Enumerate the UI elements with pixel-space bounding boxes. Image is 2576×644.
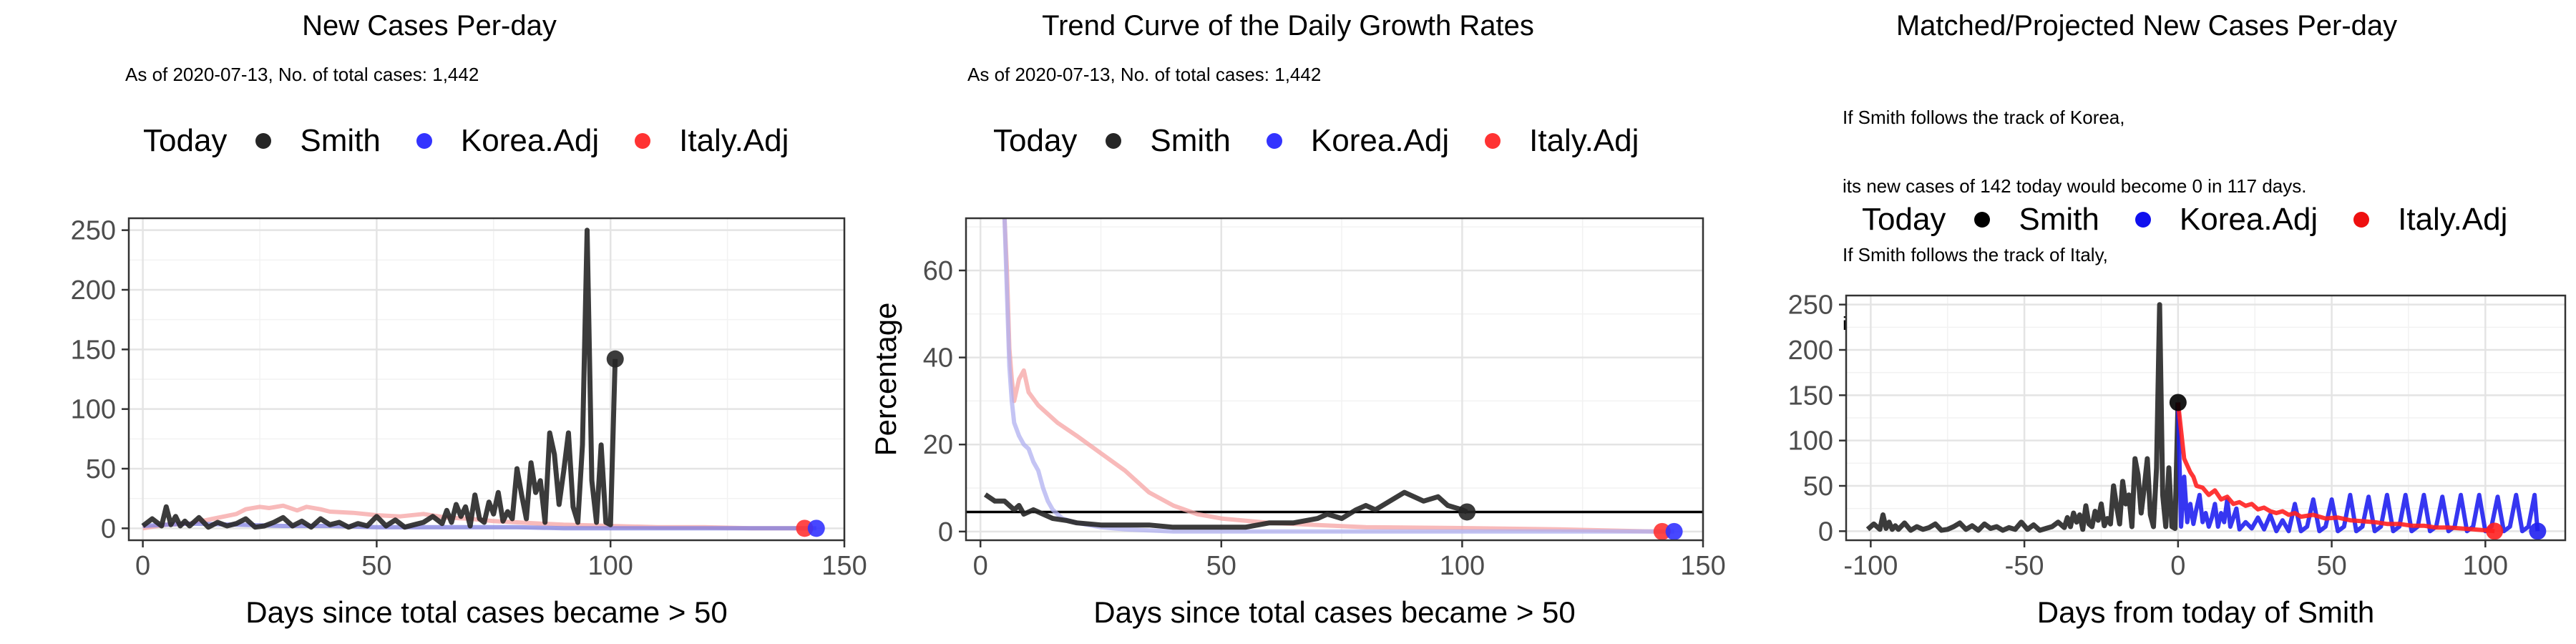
series-line-smith <box>1865 302 2181 533</box>
y-tick-label: 150 <box>1788 381 1833 411</box>
plot-background <box>966 218 1703 540</box>
subtitle-line: its new cases of 142 today would become … <box>1843 175 2307 197</box>
legend-label-korea: Korea.Adj <box>460 123 600 158</box>
legend-item-italy: Italy.Adj <box>2353 202 2507 238</box>
x-tick-label: -50 <box>2005 551 2044 581</box>
y-tick-label: 0 <box>101 514 116 544</box>
legend: Today Smith Korea.Adj Italy.Adj <box>993 123 1674 159</box>
chart-plot: -100 -50 0 50 100 0 50 100 150 200 250 Days from to… <box>1788 291 2567 629</box>
x-axis-label: Days from today of Smith <box>2037 595 2375 629</box>
today-point-smith <box>606 350 624 368</box>
y-tick-label: 0 <box>938 517 953 547</box>
x-tick-label: 100 <box>587 551 633 581</box>
legend-label-italy: Italy.Adj <box>1529 123 1639 158</box>
legend-marker-smith <box>255 133 272 149</box>
legend-marker-italy <box>635 133 651 149</box>
legend-label-smith: Smith <box>1150 123 1231 158</box>
x-tick-label: 150 <box>821 551 867 581</box>
subtitle-line: If Smith follows the track of Italy, <box>1843 244 2108 265</box>
y-tick-label: 100 <box>71 395 116 425</box>
legend-item-korea: Korea.Adj <box>416 123 599 159</box>
legend-title: Today <box>143 123 228 158</box>
chart-plot: 0 50 100 150 0 20 40 60 Days since total cases b… <box>869 217 1726 629</box>
chart-title: Trend Curve of the Daily Growth Rates <box>1042 10 1534 42</box>
legend-title: Today <box>993 123 1078 158</box>
today-point-korea <box>1665 522 1683 540</box>
x-tick-label: 0 <box>2170 551 2185 581</box>
x-tick-label: 150 <box>1680 551 1725 581</box>
legend-label-korea: Korea.Adj <box>2179 202 2318 237</box>
legend-marker-italy <box>2353 212 2370 228</box>
today-point-korea <box>807 519 825 537</box>
y-tick-label: 50 <box>1803 472 1833 502</box>
x-tick-label: 50 <box>361 551 391 581</box>
legend-marker-korea <box>1266 133 1282 149</box>
x-tick-label: 0 <box>973 551 988 581</box>
legend-title: Today <box>1862 202 1946 237</box>
today-point-smith <box>2169 394 2187 411</box>
y-tick-label: 0 <box>1818 517 1833 547</box>
legend: Today Smith Korea.Adj Italy.Adj <box>1862 202 2543 238</box>
legend-item-italy: Italy.Adj <box>1485 123 1639 159</box>
x-tick-label: 0 <box>135 551 150 581</box>
panel-new-cases: New Cases Per-day As of 2020-07-13, No. … <box>0 0 867 644</box>
series-line-italy <box>1002 218 1665 534</box>
legend: Today Smith Korea.Adj Italy.Adj <box>143 123 824 159</box>
today-point-korea <box>2529 522 2547 540</box>
panel-growth-rates: Trend Curve of the Daily Growth Rates As… <box>859 0 1726 644</box>
legend-item-smith: Smith <box>1106 123 1231 159</box>
x-axis-label: Days since total cases became > 50 <box>245 595 728 629</box>
x-tick-label: 100 <box>2463 551 2508 581</box>
today-point-italy <box>1653 522 1671 540</box>
chart-subtitle: As of 2020-07-13, No. of total cases: 1,… <box>967 64 1322 85</box>
legend-marker-italy <box>1485 133 1501 149</box>
legend-marker-smith <box>1974 212 1991 228</box>
legend-item-italy: Italy.Adj <box>635 123 789 159</box>
y-tick-label: 40 <box>923 343 953 374</box>
legend-marker-korea <box>2135 212 2151 228</box>
legend-label-italy: Italy.Adj <box>2398 202 2508 237</box>
legend-label-smith: Smith <box>2019 202 2099 237</box>
legend-item-smith: Smith <box>255 123 381 159</box>
y-tick-label: 60 <box>923 256 953 286</box>
legend-item-korea: Korea.Adj <box>1266 123 1450 159</box>
panel-projected-cases: Matched/Projected New Cases Per-day If S… <box>1717 0 2576 644</box>
legend-item-korea: Korea.Adj <box>2135 202 2318 238</box>
y-tick-label: 50 <box>86 454 116 484</box>
plot-border <box>965 217 1704 542</box>
series-line-smith <box>141 228 618 530</box>
subtitle-line: If Smith follows the track of Korea, <box>1843 107 2125 128</box>
x-tick-label: 50 <box>1206 551 1236 581</box>
chart-subtitle: As of 2020-07-13, No. of total cases: 1,… <box>125 64 479 85</box>
legend-label-korea: Korea.Adj <box>1310 123 1450 158</box>
today-point-italy <box>2486 522 2504 540</box>
x-axis-label: Days since total cases became > 50 <box>1093 595 1576 629</box>
x-tick-label: -100 <box>1843 551 1898 581</box>
series-line-korea <box>1002 218 1674 534</box>
x-tick-label: 50 <box>2316 551 2346 581</box>
y-tick-label: 200 <box>1788 336 1833 366</box>
plot-border <box>1845 294 2567 542</box>
y-tick-label: 200 <box>71 275 116 306</box>
chart-title: New Cases Per-day <box>302 10 557 42</box>
y-tick-label: 100 <box>1788 426 1833 457</box>
series-line-italy <box>2175 402 2495 534</box>
legend-label-italy: Italy.Adj <box>679 123 789 158</box>
y-tick-label: 250 <box>1788 291 1833 321</box>
legend-marker-korea <box>416 133 432 149</box>
chart-plot: 0 50 100 150 0 50 100 150 200 250 Days since total… <box>71 216 867 629</box>
chart-title: Matched/Projected New Cases Per-day <box>1896 10 2398 42</box>
y-tick-label: 20 <box>923 430 953 460</box>
today-point-smith <box>1458 503 1476 521</box>
series-line-smith <box>983 489 1468 530</box>
y-tick-label: 250 <box>71 216 116 246</box>
x-tick-label: 100 <box>1440 551 1485 581</box>
legend-label-smith: Smith <box>300 123 381 158</box>
y-axis-label: Percentage <box>869 303 902 457</box>
legend-item-smith: Smith <box>1974 202 2099 238</box>
y-tick-label: 150 <box>71 335 116 365</box>
legend-marker-smith <box>1106 133 1122 149</box>
plot-border <box>127 217 846 542</box>
